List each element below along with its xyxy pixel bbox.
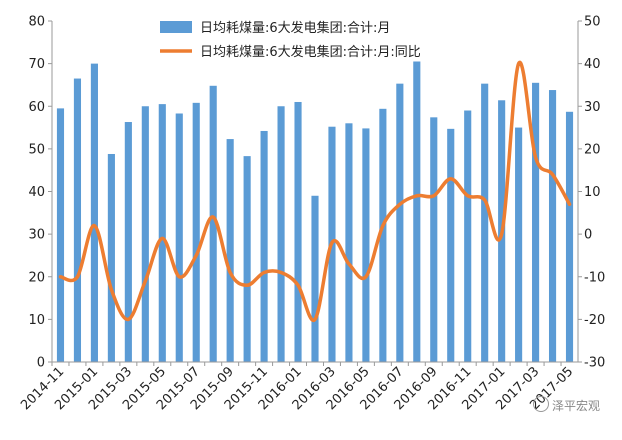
bar <box>243 156 251 362</box>
bar <box>175 113 183 362</box>
wechat-icon <box>532 396 549 412</box>
bar <box>311 195 319 362</box>
bar <box>548 90 557 363</box>
bar <box>294 101 302 363</box>
bar <box>124 122 132 363</box>
right-tick-label: -10 <box>584 270 605 285</box>
bar <box>464 110 472 362</box>
bar <box>481 83 489 362</box>
right-tick-label: 50 <box>584 15 601 30</box>
legend-bar-label: 日均耗煤量:6大发电集团:合计:月 <box>200 20 390 36</box>
bar <box>73 78 82 362</box>
bar <box>396 83 404 362</box>
bar <box>430 117 438 363</box>
left-tick-label: 70 <box>28 57 45 72</box>
bar <box>565 111 574 362</box>
bar <box>158 104 166 363</box>
line-layer <box>58 60 572 323</box>
right-tick-label: -30 <box>584 356 605 371</box>
bar <box>413 61 421 363</box>
watermark-text: 泽平宏观 <box>551 399 600 413</box>
bar <box>447 128 455 362</box>
bar <box>532 82 540 363</box>
left-tick-label: 20 <box>28 270 45 285</box>
legend-bar-swatch <box>160 21 192 33</box>
bar <box>209 85 217 362</box>
left-tick-label: 40 <box>28 185 45 200</box>
legend-line-label: 日均耗煤量:6大发电集团:合计:月:同比 <box>200 44 421 60</box>
watermark: 泽平宏观 <box>532 396 600 414</box>
right-tick-label: 0 <box>584 228 592 243</box>
bar <box>362 128 370 362</box>
right-tick-label: -20 <box>584 313 605 328</box>
bar <box>107 153 115 362</box>
left-tick-label: 50 <box>28 142 45 157</box>
left-tick-label: 0 <box>37 356 45 371</box>
left-tick-label: 80 <box>28 15 45 30</box>
right-tick-label: 10 <box>584 185 601 200</box>
bar <box>345 123 353 362</box>
bar <box>515 127 523 362</box>
left-tick-label: 10 <box>28 313 45 328</box>
left-tick-label: 60 <box>28 100 45 115</box>
right-tick-label: 40 <box>584 57 601 72</box>
bar <box>90 63 98 362</box>
right-tick-label: 30 <box>584 100 601 115</box>
bar <box>56 108 65 362</box>
right-tick-label: 20 <box>584 142 601 157</box>
bar <box>192 102 200 362</box>
bar <box>277 106 285 362</box>
bar <box>379 108 387 363</box>
bar <box>260 130 268 362</box>
bar <box>226 139 234 362</box>
yoy-line <box>58 60 572 323</box>
bar <box>141 106 149 362</box>
left-tick-label: 30 <box>28 228 45 243</box>
